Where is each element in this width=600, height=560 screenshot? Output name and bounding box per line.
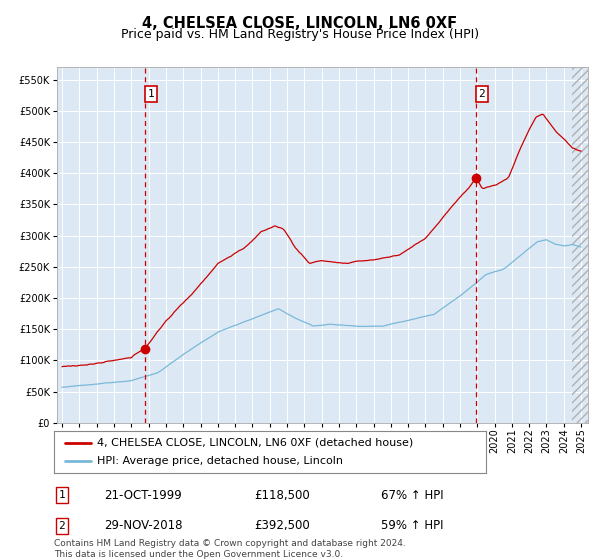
Text: 4, CHELSEA CLOSE, LINCOLN, LN6 0XF: 4, CHELSEA CLOSE, LINCOLN, LN6 0XF (142, 16, 458, 31)
Text: 29-NOV-2018: 29-NOV-2018 (104, 519, 182, 533)
Text: 59% ↑ HPI: 59% ↑ HPI (382, 519, 444, 533)
Text: 1: 1 (59, 490, 65, 500)
Text: 2: 2 (59, 521, 65, 531)
Text: £392,500: £392,500 (254, 519, 310, 533)
Text: Contains HM Land Registry data © Crown copyright and database right 2024.
This d: Contains HM Land Registry data © Crown c… (54, 539, 406, 559)
Text: 4, CHELSEA CLOSE, LINCOLN, LN6 0XF (detached house): 4, CHELSEA CLOSE, LINCOLN, LN6 0XF (deta… (97, 438, 413, 448)
Text: HPI: Average price, detached house, Lincoln: HPI: Average price, detached house, Linc… (97, 456, 343, 466)
Text: Price paid vs. HM Land Registry's House Price Index (HPI): Price paid vs. HM Land Registry's House … (121, 28, 479, 41)
Text: 1: 1 (148, 89, 155, 99)
Text: 67% ↑ HPI: 67% ↑ HPI (382, 488, 444, 502)
Text: 21-OCT-1999: 21-OCT-1999 (104, 488, 182, 502)
Text: £118,500: £118,500 (254, 488, 310, 502)
Text: 2: 2 (479, 89, 485, 99)
